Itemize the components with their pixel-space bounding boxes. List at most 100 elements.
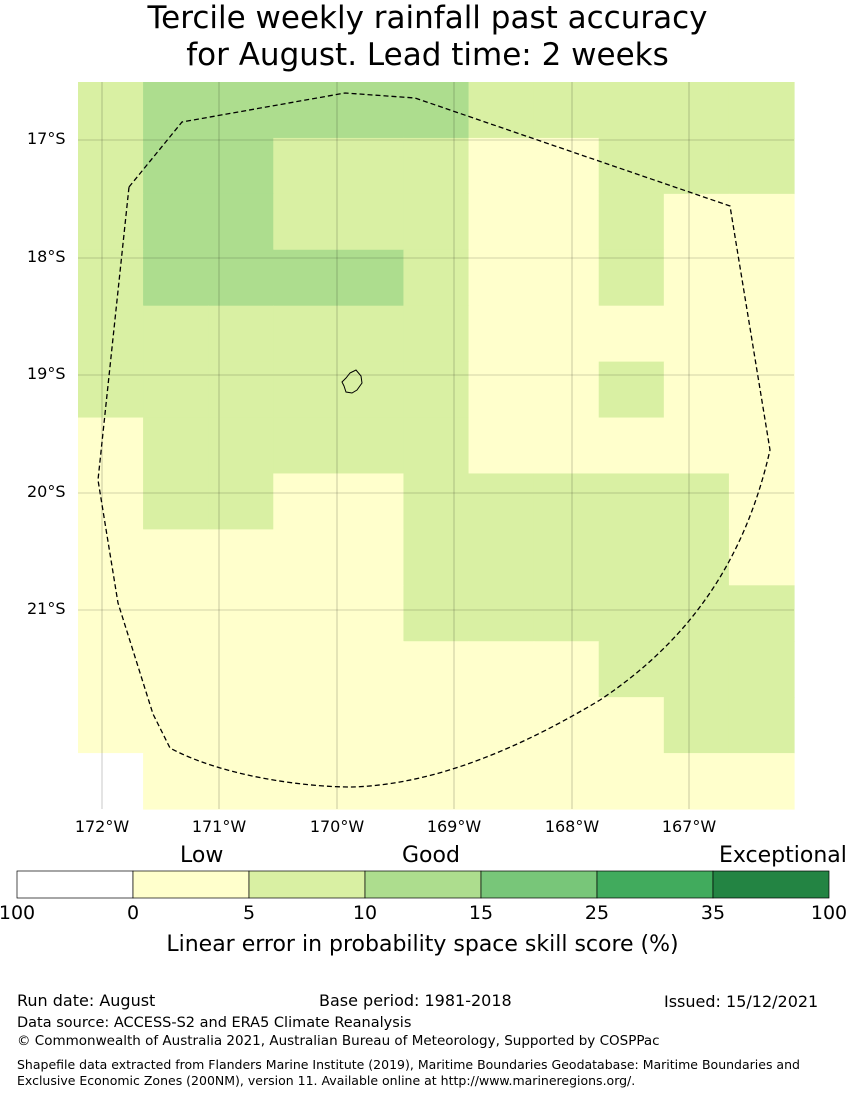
skill-cell — [533, 585, 600, 642]
skill-cell — [78, 585, 144, 642]
skill-cell — [468, 193, 535, 251]
skill-cell — [468, 305, 535, 363]
skill-cell — [468, 529, 535, 586]
issued-date: Issued: 15/12/2021 — [664, 992, 819, 1011]
category-good: Good — [402, 843, 460, 868]
skill-cell — [338, 529, 405, 586]
colorbar-title: Linear error in probability space skill … — [166, 932, 679, 957]
colorbar-segment — [712, 870, 830, 899]
skill-cell — [403, 82, 470, 139]
skill-cell — [143, 249, 209, 307]
skill-cell — [273, 697, 339, 754]
skill-cell — [273, 585, 339, 642]
skill-cell — [663, 417, 730, 475]
skill-cell — [273, 641, 339, 698]
colorbar-tick: 35 — [700, 902, 726, 924]
skill-cell — [143, 305, 209, 363]
skill-cell — [728, 193, 795, 251]
skill-cell — [273, 82, 339, 139]
colorbar-segment — [364, 870, 482, 899]
skill-cell — [533, 753, 600, 810]
skill-cell — [533, 417, 600, 475]
skill-cell — [338, 417, 405, 475]
skill-cell — [273, 249, 339, 307]
skill-cell — [598, 82, 665, 139]
lat-label-20s: 20°S — [27, 482, 66, 501]
colorbar-tick: 0 — [126, 902, 140, 924]
skill-cell — [728, 417, 795, 475]
skill-cell — [208, 361, 274, 419]
lat-label-19s: 19°S — [27, 364, 66, 383]
skill-cell — [663, 249, 730, 307]
eez-boundary — [97, 92, 771, 788]
skill-cell — [78, 361, 144, 419]
skill-cell — [338, 473, 405, 530]
skill-cell — [143, 473, 209, 530]
skill-cell — [208, 529, 274, 586]
skill-cell — [533, 305, 600, 363]
skill-cell — [273, 753, 339, 810]
skill-cell — [338, 249, 405, 307]
skill-cell — [143, 193, 209, 251]
skill-cell — [338, 361, 405, 419]
skill-cell — [663, 753, 730, 810]
skill-cell — [403, 697, 470, 754]
skill-cell — [143, 529, 209, 586]
skill-cell — [598, 697, 665, 754]
skill-cell — [533, 249, 600, 307]
skill-cell — [728, 361, 795, 419]
lat-label-18s: 18°S — [27, 247, 66, 266]
skill-cell — [338, 753, 405, 810]
skill-cell — [468, 697, 535, 754]
skill-cell — [208, 82, 274, 139]
skill-cell — [403, 585, 470, 642]
skill-cell — [598, 249, 665, 307]
skill-cell — [728, 82, 795, 139]
colorbar-tick: 15 — [468, 902, 494, 924]
skill-cell — [533, 641, 600, 698]
skill-cell — [78, 697, 144, 754]
skill-cell — [403, 361, 470, 419]
skill-cell — [78, 529, 144, 586]
lon-label-169w: 169°W — [426, 817, 482, 836]
skill-cell — [78, 249, 144, 307]
skill-cell — [663, 137, 730, 195]
skill-cell — [78, 137, 144, 195]
skill-cell — [338, 82, 405, 139]
skill-cell — [78, 641, 144, 698]
skill-cell — [533, 193, 600, 251]
skill-cell — [728, 697, 795, 754]
skill-cell — [728, 249, 795, 307]
skill-cell — [598, 753, 665, 810]
skill-cell — [403, 305, 470, 363]
skill-cell — [663, 697, 730, 754]
skill-cell — [273, 305, 339, 363]
skill-cell — [403, 473, 470, 530]
skill-cell — [468, 417, 535, 475]
skill-cell — [273, 473, 339, 530]
skill-cell — [598, 137, 665, 195]
colorbar-segment — [596, 870, 714, 899]
skill-cell — [663, 82, 730, 139]
colorbar-segment — [248, 870, 366, 899]
graticule — [78, 82, 794, 809]
skill-cell — [338, 697, 405, 754]
skill-cell — [403, 249, 470, 307]
skill-cell — [208, 193, 274, 251]
skill-cell — [468, 82, 535, 139]
skill-cell — [533, 137, 600, 195]
skill-cell — [598, 305, 665, 363]
skill-cell — [728, 753, 795, 810]
skill-cell — [468, 137, 535, 195]
skill-cell — [208, 753, 274, 810]
data-source: Data source: ACCESS-S2 and ERA5 Climate … — [17, 1015, 412, 1031]
skill-cell — [78, 417, 144, 475]
skill-cell — [273, 193, 339, 251]
skill-cell — [143, 641, 209, 698]
skill-cell — [403, 529, 470, 586]
skill-cell — [533, 473, 600, 530]
skill-cell — [78, 193, 144, 251]
skill-cell — [403, 753, 470, 810]
skill-cell — [728, 585, 795, 642]
